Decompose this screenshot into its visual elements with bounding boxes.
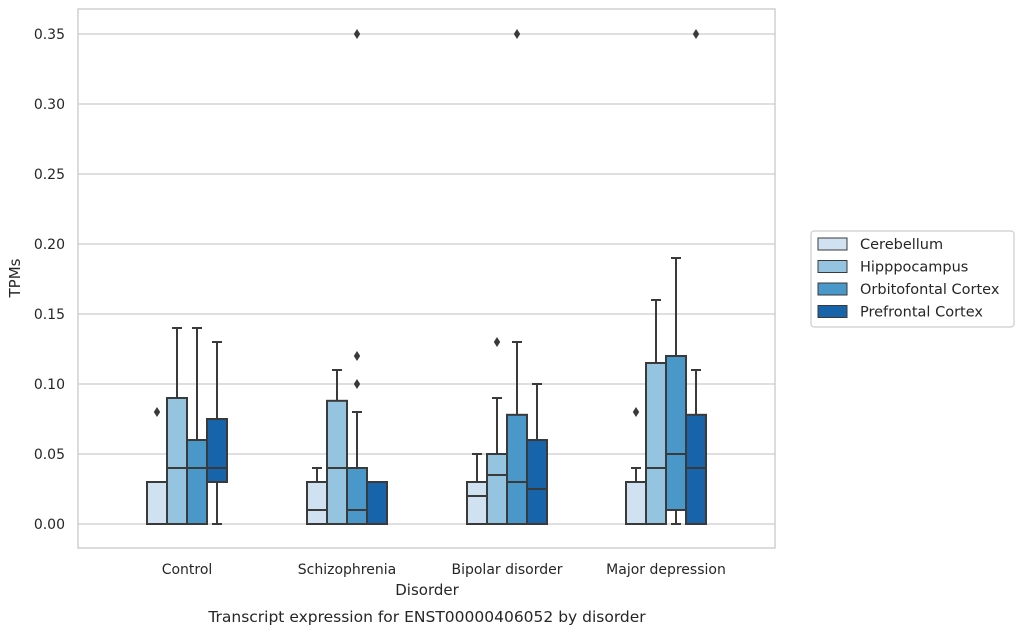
legend: Cerebellum Hipppocampus Orbitofontal Corte… (810, 230, 1015, 328)
x-axis-title: Disorder (395, 581, 459, 599)
box-0-1 (306, 467, 328, 525)
box-2-1 (346, 29, 368, 525)
box-body (526, 439, 548, 525)
outlier-marker (632, 407, 640, 417)
x-axis-ticks: Control Schizophrenia Bipolar disorder Majo… (162, 562, 726, 578)
box-plot-area (146, 29, 707, 525)
legend-label: Orbitofontal Cortex (860, 282, 1000, 298)
legend-label: Prefrontal Cortex (860, 305, 983, 321)
x-tick-label: Major depression (606, 562, 726, 578)
box-body (186, 439, 208, 525)
outlier-marker (353, 351, 361, 361)
legend-label: Hipppocampus (860, 260, 968, 276)
box-0-2 (466, 453, 488, 525)
y-tick-label: 0.25 (34, 167, 65, 183)
y-tick-label: 0.20 (34, 237, 65, 253)
box-body (625, 481, 647, 525)
outlier-marker (692, 29, 700, 39)
legend-swatch (817, 260, 848, 273)
box-body (326, 399, 348, 525)
box-0-0 (146, 407, 168, 525)
legend-frame (810, 230, 1015, 328)
y-tick-label: 0.15 (34, 307, 65, 323)
legend-swatch (817, 282, 848, 296)
box-1-3 (645, 299, 667, 525)
outlier-marker (513, 29, 521, 39)
plot-frame (77, 8, 776, 549)
outlier-marker (353, 379, 361, 389)
y-tick-label: 0.35 (34, 27, 65, 43)
chart-caption: Transcript expression for ENST0000040605… (207, 608, 646, 626)
outlier-marker (353, 29, 361, 39)
box-1-0 (166, 327, 188, 525)
box-2-2 (506, 29, 528, 525)
box-body (146, 481, 168, 525)
y-tick-label: 0.30 (34, 97, 65, 113)
box-body (506, 413, 528, 525)
y-tick-label: 0.10 (34, 377, 65, 393)
box-body (206, 418, 228, 483)
box-body (466, 481, 488, 525)
box-body (366, 481, 388, 525)
box-body (306, 481, 328, 525)
x-tick-label: Schizophrenia (298, 562, 396, 578)
box-body (166, 397, 188, 525)
box-body (486, 453, 508, 525)
y-axis-ticks: 0.00 0.05 0.10 0.15 0.20 0.25 0.30 0.35 (34, 27, 65, 533)
y-tick-label: 0.00 (34, 517, 65, 533)
box-1-1 (326, 369, 348, 525)
outlier-marker (493, 337, 501, 347)
box-3-1 (366, 481, 388, 525)
box-3-2 (526, 383, 548, 525)
box-1-2 (486, 337, 508, 525)
box-body (685, 413, 707, 525)
outlier-marker (153, 407, 161, 417)
y-axis-title: TPMs (6, 258, 24, 298)
box-2-3 (665, 257, 687, 525)
x-tick-label: Bipolar disorder (451, 562, 562, 578)
box-body (665, 355, 687, 511)
box-3-0 (206, 341, 228, 525)
legend-swatch (817, 237, 848, 251)
box-2-0 (186, 327, 208, 525)
legend-label: Cerebellum (860, 237, 943, 253)
box-3-3 (685, 29, 707, 525)
box-0-3 (625, 407, 647, 525)
x-tick-label: Control (162, 562, 213, 578)
box-body (346, 467, 368, 525)
box-body (645, 362, 667, 525)
y-tick-label: 0.05 (34, 447, 65, 463)
legend-swatch (817, 305, 848, 318)
